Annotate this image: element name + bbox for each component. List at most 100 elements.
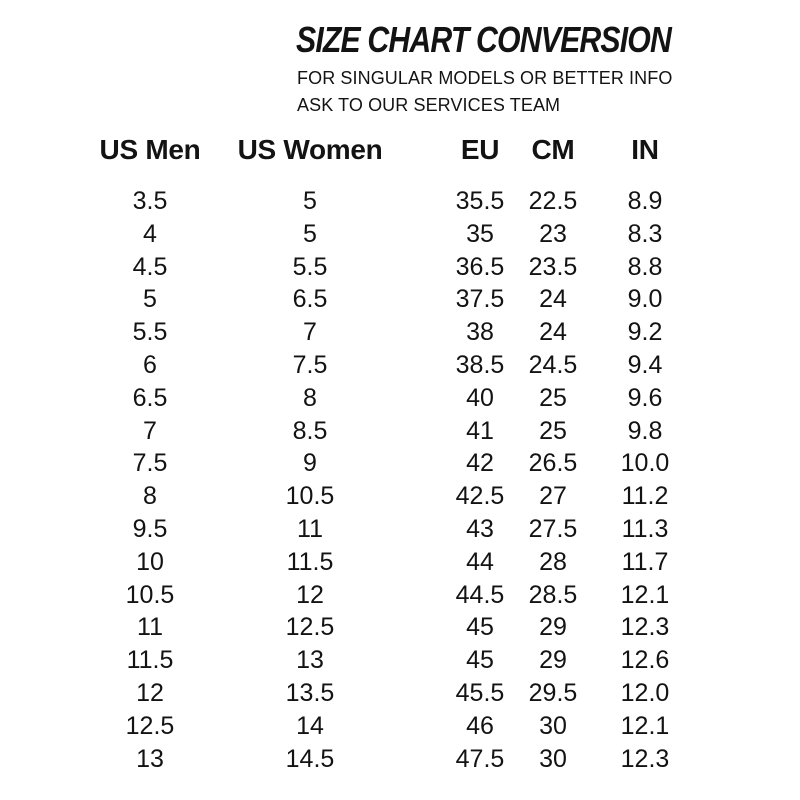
table-cell: 45.5 (455, 678, 505, 707)
table-cell: 11.5 (126, 646, 174, 675)
header: SIZE CHART CONVERSION FOR SINGULAR MODEL… (296, 22, 742, 119)
table-cell: 9.2 (627, 318, 663, 347)
column-us-men: US Men 3.5 4 4.5 5 5.5 6 6.5 7 7.5 8 9.5 10 10.5 11 11… (65, 128, 235, 775)
table-cell: 7 (143, 416, 157, 445)
table-cell: 45 (466, 646, 494, 675)
table-cell: 36.5 (455, 252, 505, 281)
table-cell: 38 (466, 318, 494, 347)
column-cm: CM 22.5 23 23.5 24 24 24.5 25 25 26.5 27 27.5 28 28.… (468, 128, 638, 775)
table-cell: 41 (466, 416, 494, 445)
table-cell: 5.5 (132, 318, 168, 347)
table-cell: 11 (297, 514, 323, 543)
table-cell: 42.5 (455, 482, 505, 511)
table-cell: 28 (539, 547, 567, 576)
table-cell: 30 (539, 711, 567, 740)
table-cell: 12.3 (620, 613, 670, 642)
column-us-women: US Women 5 5 5.5 6.5 7 7.5 8 8.5 9 10.5 11 11.5 12 12… (225, 128, 395, 775)
table-cell: 25 (539, 416, 567, 445)
table-cell: 35 (466, 219, 494, 248)
table-cell: 6.5 (292, 285, 328, 314)
column-cells-us-men: 3.5 4 4.5 5 5.5 6 6.5 7 7.5 8 9.5 10 10.5 11 11.5 12 12.… (65, 185, 235, 775)
table-cell: 10.5 (125, 580, 175, 609)
table-cell: 24.5 (528, 350, 578, 379)
table-cell: 8.8 (627, 252, 663, 281)
table-cell: 44 (466, 547, 494, 576)
table-cell: 5.5 (292, 252, 328, 281)
column-header-eu: EU (460, 134, 500, 165)
table-cell: 12.3 (620, 744, 670, 773)
column-cells-us-women: 5 5 5.5 6.5 7 7.5 8 8.5 9 10.5 11 11.5 12 12.5 13 13.5 1… (225, 185, 395, 775)
table-cell: 8 (143, 482, 157, 511)
table-cell: 12.5 (285, 613, 335, 642)
table-cell: 28.5 (528, 580, 578, 609)
table-cell: 10 (136, 547, 164, 576)
table-cell: 14.5 (285, 744, 335, 773)
table-cell: 47.5 (455, 744, 505, 773)
table-cell: 46 (466, 711, 494, 740)
column-in: IN 8.9 8.3 8.8 9.0 9.2 9.4 9.6 9.8 10.0 11.2 11.3 1… (560, 128, 730, 775)
table-cell: 11.2 (621, 482, 669, 511)
table-cell: 29.5 (528, 678, 578, 707)
table-cell: 9.5 (132, 514, 168, 543)
table-cell: 12.6 (620, 646, 670, 675)
table-cell: 9.8 (627, 416, 663, 445)
column-header-us-women: US Women (237, 134, 383, 165)
table-cell: 12.0 (620, 678, 670, 707)
table-cell: 12.5 (125, 711, 175, 740)
table-cell: 12 (136, 678, 164, 707)
table-cell: 13.5 (285, 678, 335, 707)
table-cell: 11.5 (286, 547, 334, 576)
table-cell: 12.1 (620, 580, 670, 609)
table-cell: 5 (143, 285, 157, 314)
table-cell: 35.5 (455, 187, 505, 215)
subtitle-line-1: FOR SINGULAR MODELS OR BETTER INFO (297, 68, 673, 88)
table-cell: 8 (303, 383, 317, 412)
table-cell: 8.9 (627, 187, 663, 215)
table-cell: 11 (137, 613, 163, 642)
table-cell: 43 (466, 514, 494, 543)
column-cells-cm: 22.5 23 23.5 24 24 24.5 25 25 26.5 27 27.5 28 28.5 29… (468, 185, 638, 775)
table-cell: 45 (466, 613, 494, 642)
table-cell: 5 (303, 187, 317, 215)
table-cell: 4.5 (132, 252, 168, 281)
column-cells-in: 8.9 8.3 8.8 9.0 9.2 9.4 9.6 9.8 10.0 11.2 11.3 11.7… (560, 185, 730, 775)
subtitle-line-2: ASK TO OUR SERVICES TEAM (297, 95, 561, 115)
table-cell: 11.7 (621, 547, 669, 576)
table-cell: 29 (539, 613, 567, 642)
table-cell: 9.4 (627, 350, 663, 379)
table-cell: 13 (296, 646, 324, 675)
table-cell: 24 (539, 285, 567, 314)
table-cell: 25 (539, 383, 567, 412)
table-cell: 12.1 (620, 711, 670, 740)
column-header-cm: CM (531, 134, 575, 165)
page-title: SIZE CHART CONVERSION (296, 19, 672, 60)
table-cell: 26.5 (528, 449, 578, 478)
column-header-us-men: US Men (99, 134, 201, 165)
table-cell: 23.5 (528, 252, 578, 281)
table-cell: 24 (539, 318, 567, 347)
table-cell: 7 (303, 318, 317, 347)
table-cell: 13 (136, 744, 164, 773)
table-cell: 11.3 (621, 514, 669, 543)
table-cell: 7.5 (292, 350, 328, 379)
table-cell: 9.0 (627, 285, 663, 314)
column-cells-eu: 35.5 35 36.5 37.5 38 38.5 40 41 42 42.5 43 44 44.5 45… (395, 185, 565, 775)
table-cell: 9.6 (627, 383, 663, 412)
table-cell: 6 (143, 350, 157, 379)
table-cell: 14 (296, 711, 324, 740)
table-cell: 10.0 (620, 449, 670, 478)
table-cell: 23 (539, 219, 567, 248)
table-cell: 29 (539, 646, 567, 675)
column-header-in: IN (631, 134, 659, 165)
table-cell: 9 (303, 449, 317, 478)
table-cell: 7.5 (132, 449, 168, 478)
table-cell: 22.5 (528, 187, 578, 215)
table-cell: 37.5 (455, 285, 505, 314)
table-cell: 6.5 (132, 383, 168, 412)
table-cell: 27 (539, 482, 567, 511)
table-cell: 4 (143, 219, 157, 248)
table-cell: 12 (296, 580, 324, 609)
table-cell: 38.5 (455, 350, 505, 379)
